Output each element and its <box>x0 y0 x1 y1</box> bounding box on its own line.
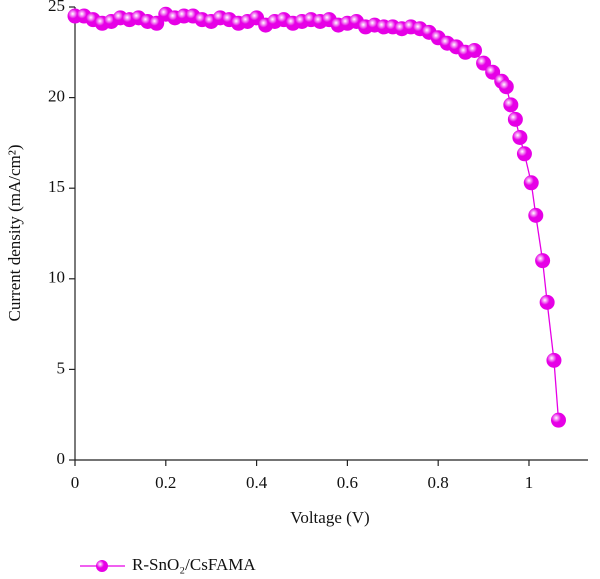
x-tick-label: 0.4 <box>246 473 268 492</box>
x-tick-label: 0 <box>71 473 80 492</box>
data-point <box>512 129 528 145</box>
data-point <box>523 175 539 191</box>
y-tick-label: 10 <box>48 268 65 287</box>
y-tick-label: 20 <box>48 87 65 106</box>
data-point <box>535 253 551 269</box>
data-point <box>539 294 555 310</box>
data-point <box>528 207 544 223</box>
data-point <box>503 97 519 113</box>
data-point <box>546 352 562 368</box>
x-tick-label: 0.6 <box>337 473 358 492</box>
x-tick-label: 0.2 <box>155 473 176 492</box>
y-tick-label: 0 <box>57 449 66 468</box>
y-tick-label: 25 <box>48 0 65 15</box>
data-point <box>467 42 483 58</box>
x-tick-label: 1 <box>525 473 534 492</box>
legend-label: R-SnO₂/CsFAMA <box>132 555 256 574</box>
x-tick-label: 0.8 <box>428 473 449 492</box>
data-point <box>485 64 501 80</box>
data-point <box>516 146 532 162</box>
x-axis-label: Voltage (V) <box>290 508 369 527</box>
legend-marker <box>96 560 108 572</box>
data-point <box>476 55 492 71</box>
data-point <box>149 15 165 31</box>
y-axis-label: Current density (mA/cm²) <box>5 145 24 322</box>
y-tick-label: 5 <box>57 358 66 377</box>
data-point <box>498 79 514 95</box>
y-tick-label: 15 <box>48 177 65 196</box>
data-point <box>550 412 566 428</box>
data-point <box>507 111 523 127</box>
